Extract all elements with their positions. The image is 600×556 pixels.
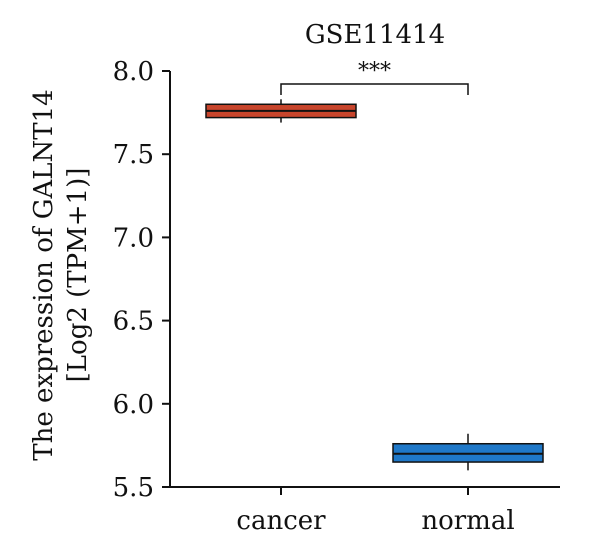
y-tick-label: 6.5	[113, 307, 154, 337]
significance-label: ***	[358, 59, 391, 84]
box-cancer	[205, 99, 357, 123]
chart-title: GSE11414	[305, 20, 445, 50]
y-tick-label: 6.0	[113, 390, 154, 420]
y-tick-label: 7.0	[113, 223, 154, 253]
box-normal	[392, 433, 544, 471]
y-tick-label: 8.0	[113, 57, 154, 87]
y-axis-label-line1: The expression of GALNT14	[29, 89, 59, 460]
significance-line	[280, 83, 469, 95]
y-tick-label: 7.5	[113, 140, 154, 170]
boxes	[205, 99, 544, 471]
y-ticks: 8.0 7.5 7.0 6.5 6.0 5.5	[113, 57, 170, 503]
y-axis-label-line2: [Log2 (TPM+1)]	[63, 168, 93, 383]
significance-bracket: ***	[280, 59, 469, 95]
x-tick-label: cancer	[236, 506, 326, 536]
x-tick-label: normal	[421, 506, 514, 536]
x-ticks: cancer normal	[236, 487, 515, 536]
y-tick-label: 5.5	[113, 473, 154, 503]
